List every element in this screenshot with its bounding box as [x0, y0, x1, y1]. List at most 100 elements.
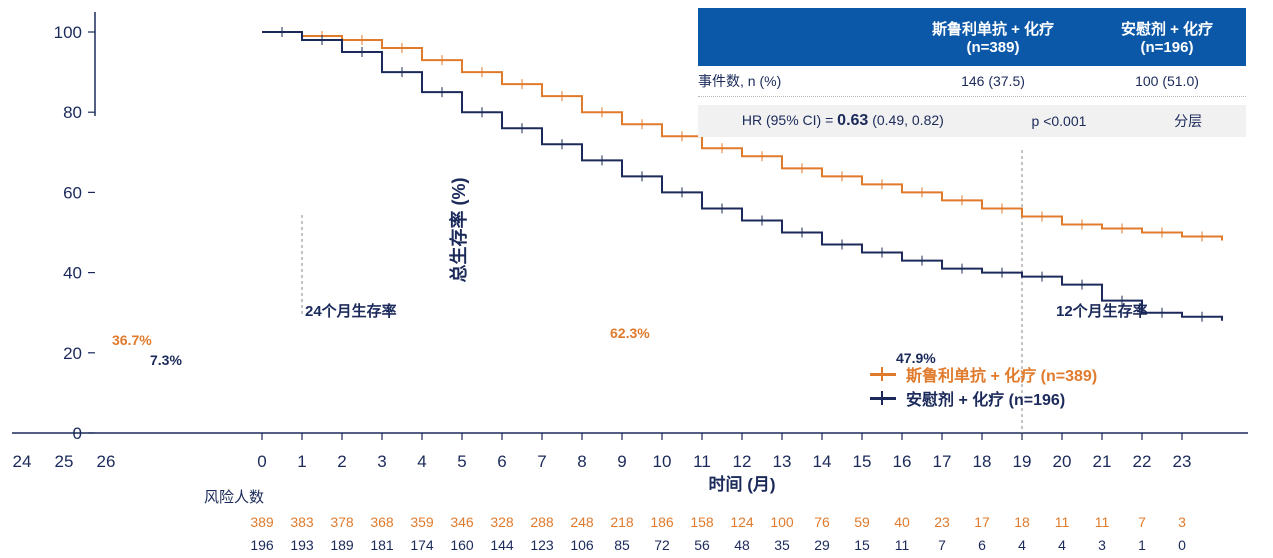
at-risk-0-5: 346 — [450, 514, 474, 530]
at-risk-1-20: 4 — [1058, 537, 1066, 553]
at-risk-1-8: 106 — [570, 537, 594, 553]
y-tick-label-4: 80 — [63, 103, 82, 122]
x-tick-label-8: 8 — [577, 452, 586, 471]
stats-header-arm-b: 安慰剂 + 化疗 (n=196) — [1120, 21, 1214, 56]
landmark-12m-label: 12个月生存率 — [1056, 303, 1148, 320]
at-risk-1-14: 29 — [814, 537, 830, 553]
at-risk-0-15: 59 — [854, 514, 870, 530]
at-risk-0-18: 17 — [974, 514, 990, 530]
stats-header-arm-a: 斯鲁利单抗 + 化疗 (n=389) — [931, 21, 1055, 56]
x-tick-label-20: 20 — [1053, 452, 1072, 471]
y-axis-label: 总生存率 (%) — [448, 178, 469, 283]
x-tick-label-21: 21 — [1093, 452, 1112, 471]
x-tick-label-3: 3 — [377, 452, 386, 471]
x-tick-label-23: 23 — [1173, 452, 1192, 471]
x-tick-label-16: 16 — [893, 452, 912, 471]
legend-item-arm-b: 安慰剂 + 化疗 (n=196) — [870, 386, 1097, 410]
hr-ci: (0.49, 0.82) — [868, 112, 944, 128]
at-risk-1-22: 1 — [1138, 537, 1146, 553]
at-risk-0-13: 100 — [770, 514, 794, 530]
x-tick-label-22: 22 — [1133, 452, 1152, 471]
at-risk-1-12: 48 — [734, 537, 750, 553]
x-tick-label-7: 7 — [537, 452, 546, 471]
at-risk-1-13: 35 — [774, 537, 790, 553]
at-risk-1-9: 85 — [614, 537, 630, 553]
risk-title: 风险人数 — [204, 489, 265, 506]
x-tick-label-19: 19 — [1013, 452, 1032, 471]
stats-header: 斯鲁利单抗 + 化疗 (n=389) 安慰剂 + 化疗 (n=196) — [698, 8, 1246, 66]
landmark-24m-pct-a: 36.7% — [112, 332, 152, 348]
x-tick-label-18: 18 — [973, 452, 992, 471]
at-risk-1-5: 160 — [450, 537, 474, 553]
right-cut-text: 分层 — [1174, 113, 1203, 129]
hr-value: 0.63 — [837, 112, 869, 129]
p-value: p <0.001 — [1031, 113, 1087, 129]
at-risk-1-0: 196 — [250, 537, 274, 553]
x-tick-label-4: 4 — [417, 452, 426, 471]
at-risk-0-3: 368 — [370, 514, 394, 530]
y-tick-label-2: 40 — [63, 264, 82, 283]
at-risk-0-8: 248 — [570, 514, 594, 530]
at-risk-1-10: 72 — [654, 537, 670, 553]
x-tick-label-14: 14 — [813, 452, 832, 471]
landmark-24m-pct-b: 7.3% — [150, 352, 182, 368]
hr-row: HR (95% CI) = 0.63 (0.49, 0.82) p <0.001… — [698, 105, 1246, 137]
legend-swatch-arm-a — [870, 366, 896, 381]
at-risk-0-2: 378 — [330, 514, 354, 530]
events-label: 事件数, n (%) — [698, 73, 782, 89]
series-line-1 — [262, 31, 1223, 321]
at-risk-0-11: 158 — [690, 514, 714, 530]
at-risk-0-23: 3 — [1178, 514, 1186, 530]
strip-tick-label-2: 26 — [97, 452, 116, 471]
at-risk-1-11: 56 — [694, 537, 710, 553]
at-risk-0-22: 7 — [1138, 514, 1146, 530]
at-risk-0-4: 359 — [410, 514, 434, 530]
events-row: 事件数, n (%) 146 (37.5) 100 (51.0) — [698, 66, 1246, 97]
at-risk-0-12: 124 — [730, 514, 754, 530]
at-risk-1-16: 11 — [895, 537, 910, 553]
at-risk-0-21: 11 — [1095, 514, 1110, 530]
hr-text-group: HR (95% CI) = 0.63 (0.49, 0.82) — [742, 112, 944, 130]
y-tick-label-3: 60 — [63, 183, 82, 202]
landmark-24m-label: 24个月生存率 — [305, 303, 397, 320]
at-risk-0-0: 389 — [250, 514, 274, 530]
at-risk-0-17: 23 — [934, 514, 950, 530]
x-tick-label-1: 1 — [297, 452, 306, 471]
at-risk-1-17: 7 — [938, 537, 946, 553]
landmark-12m-pct-a: 62.3% — [610, 325, 650, 341]
at-risk-0-14: 76 — [814, 514, 830, 530]
x-axis-label: 时间 (月) — [708, 474, 775, 494]
legend-label-arm-a: 斯鲁利单抗 + 化疗 (n=389) — [906, 368, 1098, 385]
at-risk-0-9: 218 — [610, 514, 634, 530]
at-risk-1-6: 144 — [490, 537, 514, 553]
at-risk-1-7: 123 — [530, 537, 554, 553]
at-risk-0-20: 11 — [1055, 514, 1070, 530]
x-tick-label-5: 5 — [457, 452, 466, 471]
at-risk-0-10: 186 — [650, 514, 674, 530]
legend-swatch-arm-b — [870, 390, 896, 405]
y-tick-label-0: 0 — [73, 424, 82, 443]
legend: 斯鲁利单抗 + 化疗 (n=389) 安慰剂 + 化疗 (n=196) — [870, 362, 1097, 410]
legend-label-arm-b: 安慰剂 + 化疗 (n=196) — [906, 392, 1066, 409]
events-arm-b: 100 (51.0) — [1135, 73, 1199, 89]
x-tick-label-6: 6 — [497, 452, 506, 471]
at-risk-1-2: 189 — [330, 537, 354, 553]
at-risk-0-7: 288 — [530, 514, 554, 530]
at-risk-0-6: 328 — [490, 514, 514, 530]
at-risk-1-3: 181 — [370, 537, 394, 553]
y-tick-label-1: 20 — [63, 344, 82, 363]
legend-item-arm-a: 斯鲁利单抗 + 化疗 (n=389) — [870, 362, 1097, 386]
x-tick-label-13: 13 — [773, 452, 792, 471]
strip-tick-label-0: 24 — [13, 452, 32, 471]
x-tick-label-15: 15 — [853, 452, 872, 471]
x-tick-label-12: 12 — [733, 452, 752, 471]
series-line-0 — [262, 31, 1223, 241]
at-risk-1-19: 4 — [1018, 537, 1026, 553]
x-tick-label-17: 17 — [933, 452, 952, 471]
at-risk-0-19: 18 — [1014, 514, 1030, 530]
landmark-12m-pct-b: 47.9% — [896, 350, 936, 366]
at-risk-1-1: 193 — [290, 537, 314, 553]
at-risk-1-18: 6 — [978, 537, 986, 553]
at-risk-1-15: 15 — [854, 537, 870, 553]
